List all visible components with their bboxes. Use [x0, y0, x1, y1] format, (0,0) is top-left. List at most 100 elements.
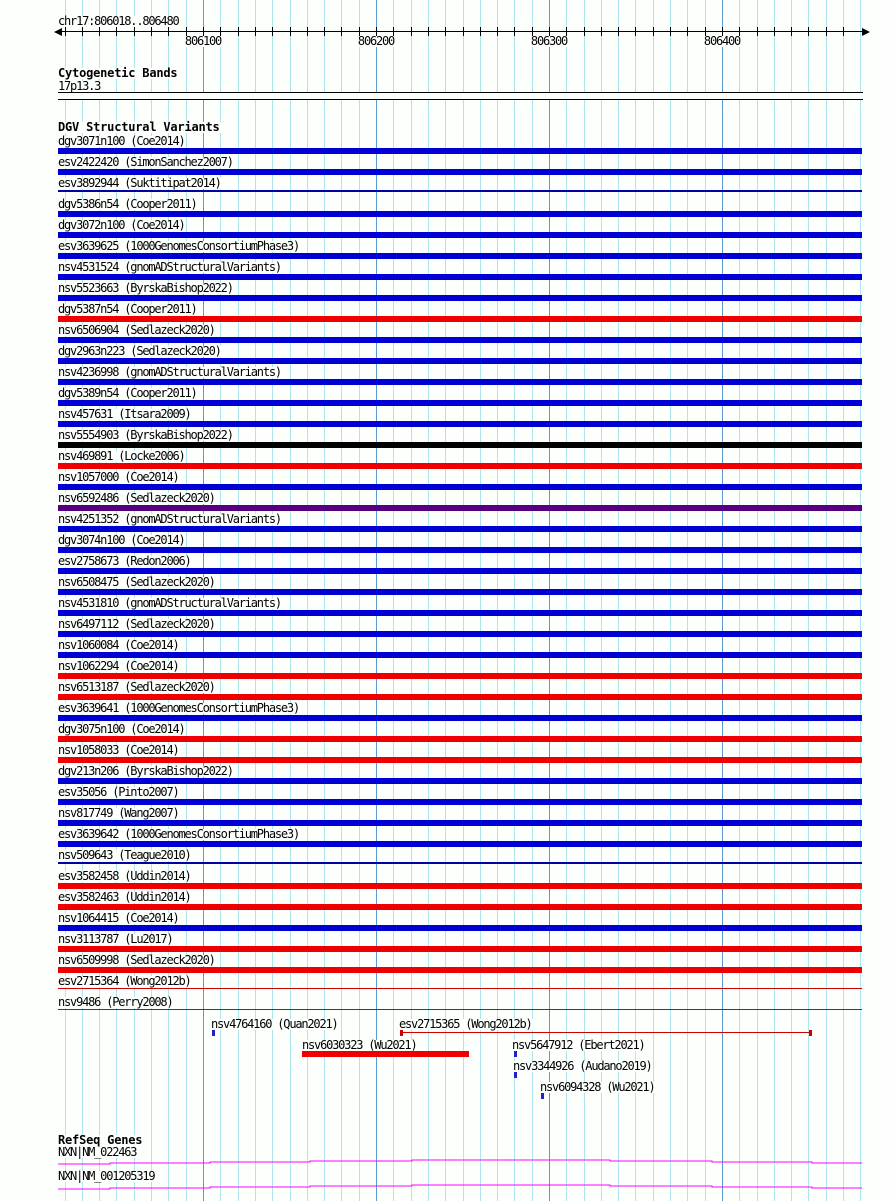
variant-label[interactable]: dgv3072n100 (Coe2014)	[57, 218, 186, 232]
variant-label[interactable]: nsv6497112 (Sedlazeck2020)	[57, 617, 216, 631]
variant-label[interactable]: dgv3071n100 (Coe2014)	[57, 134, 186, 148]
variant-bar[interactable]	[58, 925, 862, 931]
variant-bar[interactable]	[58, 526, 862, 532]
variant-bar[interactable]	[58, 505, 862, 511]
variant-bar[interactable]	[58, 211, 862, 217]
variant-label[interactable]: nsv5554903 (ByrskaBishop2022)	[57, 428, 234, 442]
variant-label[interactable]: dgv5387n54 (Cooper2011)	[57, 302, 198, 316]
variant-bar[interactable]	[58, 1009, 862, 1010]
variant-bar[interactable]	[58, 589, 862, 595]
variant-bar[interactable]	[58, 484, 862, 490]
variant-bar[interactable]	[58, 421, 862, 427]
variant-range-line[interactable]	[400, 1032, 812, 1033]
variant-label[interactable]: nsv4251352 (gnomADStructuralVariants)	[57, 512, 282, 526]
variant-bar[interactable]	[58, 169, 862, 175]
variant-bar[interactable]	[58, 253, 862, 259]
variant-label[interactable]: dgv2963n223 (Sedlazeck2020)	[57, 344, 222, 358]
variant-bar[interactable]	[58, 799, 862, 805]
variant-bar[interactable]	[58, 568, 862, 574]
variant-label[interactable]: esv3582458 (Uddin2014)	[57, 869, 192, 883]
variant-bar[interactable]	[58, 715, 862, 721]
variant-bar[interactable]	[58, 757, 862, 763]
variant-label[interactable]: nsv4764160 (Quan2021)	[210, 1017, 339, 1031]
variant-label[interactable]: nsv4531810 (gnomADStructuralVariants)	[57, 596, 282, 610]
gene-label[interactable]: NXN|NM_022463	[57, 1145, 138, 1159]
variant-tick[interactable]	[514, 1051, 517, 1057]
variant-label[interactable]: dgv213n206 (ByrskaBishop2022)	[57, 764, 234, 778]
variant-bar[interactable]	[58, 337, 862, 343]
variant-label[interactable]: nsv3113787 (Lu2017)	[57, 932, 174, 946]
variant-bar[interactable]	[58, 841, 862, 847]
variant-label[interactable]: nsv3344926 (Audano2019)	[512, 1059, 653, 1073]
variant-bar[interactable]	[58, 232, 862, 238]
variant-label[interactable]: dgv5389n54 (Cooper2011)	[57, 386, 198, 400]
variant-bar[interactable]	[58, 673, 862, 679]
variant-bar[interactable]	[302, 1051, 469, 1057]
variant-bar[interactable]	[58, 400, 862, 406]
variant-label[interactable]: nsv817749 (Wang2007)	[57, 806, 180, 820]
variant-tick[interactable]	[212, 1030, 215, 1036]
variant-bar[interactable]	[58, 967, 862, 973]
variant-label[interactable]: dgv5386n54 (Cooper2011)	[57, 197, 198, 211]
variant-label[interactable]: nsv6592486 (Sedlazeck2020)	[57, 491, 216, 505]
variant-label[interactable]: esv3892944 (Suktitipat2014)	[57, 176, 222, 190]
variant-bar[interactable]	[58, 274, 862, 280]
variant-bar[interactable]	[58, 736, 862, 742]
variant-label[interactable]: nsv1062294 (Coe2014)	[57, 659, 180, 673]
variant-label[interactable]: nsv6508475 (Sedlazeck2020)	[57, 575, 216, 589]
variant-label[interactable]: nsv4531524 (gnomADStructuralVariants)	[57, 260, 282, 274]
variant-label[interactable]: dgv3074n100 (Coe2014)	[57, 533, 186, 547]
variant-bar[interactable]	[58, 295, 862, 301]
variant-bar[interactable]	[58, 547, 862, 553]
variant-label[interactable]: esv2422420 (SimonSanchez2007)	[57, 155, 234, 169]
variant-bar[interactable]	[58, 862, 862, 864]
variant-label[interactable]: nsv9486 (Perry2008)	[57, 995, 174, 1009]
variant-bar[interactable]	[58, 316, 862, 322]
variant-label[interactable]: nsv6506904 (Sedlazeck2020)	[57, 323, 216, 337]
variant-label[interactable]: nsv6030323 (Wu2021)	[301, 1038, 418, 1052]
variant-bar[interactable]	[58, 463, 862, 469]
variant-bar[interactable]	[58, 820, 862, 826]
variant-label[interactable]: nsv1060084 (Coe2014)	[57, 638, 180, 652]
variant-label[interactable]: esv2715365 (Wong2012b)	[398, 1017, 533, 1031]
variant-bar[interactable]	[58, 694, 862, 700]
variant-label[interactable]: nsv469891 (Locke2006)	[57, 449, 186, 463]
variant-bar[interactable]	[58, 946, 862, 952]
variant-tick[interactable]	[514, 1072, 517, 1078]
variant-bar[interactable]	[58, 148, 862, 154]
variant-label[interactable]: nsv457631 (Itsara2009)	[57, 407, 192, 421]
variant-label[interactable]: nsv6509998 (Sedlazeck2020)	[57, 953, 216, 967]
variant-bar[interactable]	[58, 610, 862, 616]
variant-bar[interactable]	[58, 904, 862, 910]
variant-bar[interactable]	[58, 883, 862, 889]
variant-label[interactable]: nsv1058033 (Coe2014)	[57, 743, 180, 757]
variant-bar[interactable]	[58, 988, 862, 989]
variant-label[interactable]: nsv1064415 (Coe2014)	[57, 911, 180, 925]
variant-label[interactable]: esv35056 (Pinto2007)	[57, 785, 180, 799]
cytoband-label[interactable]: 17p13.3	[57, 79, 101, 93]
variant-label[interactable]: esv3582463 (Uddin2014)	[57, 890, 192, 904]
cytoband-bar[interactable]	[58, 92, 863, 100]
variant-label[interactable]: nsv509643 (Teague2010)	[57, 848, 192, 862]
variant-label[interactable]: nsv6094328 (Wu2021)	[539, 1080, 656, 1094]
variant-label[interactable]: nsv5523663 (ByrskaBishop2022)	[57, 281, 234, 295]
variant-range-end[interactable]	[400, 1030, 403, 1036]
variant-bar[interactable]	[58, 190, 862, 192]
variant-label[interactable]: esv3639625 (1000GenomesConsortiumPhase3)	[57, 239, 300, 253]
variant-bar[interactable]	[58, 358, 862, 364]
gene-label[interactable]: NXN|NM_001205319	[57, 1169, 156, 1183]
variant-bar[interactable]	[58, 652, 862, 658]
variant-label[interactable]: nsv4236998 (gnomADStructuralVariants)	[57, 365, 282, 379]
variant-range-end[interactable]	[809, 1030, 812, 1036]
variant-bar[interactable]	[58, 778, 862, 784]
variant-label[interactable]: esv3639642 (1000GenomesConsortiumPhase3)	[57, 827, 300, 841]
variant-bar[interactable]	[58, 379, 862, 385]
variant-label[interactable]: esv2758673 (Redon2006)	[57, 554, 192, 568]
variant-label[interactable]: nsv5647912 (Ebert2021)	[511, 1038, 646, 1052]
variant-label[interactable]: nsv1057000 (Coe2014)	[57, 470, 180, 484]
variant-bar[interactable]	[58, 442, 862, 448]
variant-tick[interactable]	[541, 1093, 544, 1099]
variant-label[interactable]: dgv3075n100 (Coe2014)	[57, 722, 186, 736]
variant-label[interactable]: nsv6513187 (Sedlazeck2020)	[57, 680, 216, 694]
variant-label[interactable]: esv2715364 (Wong2012b)	[57, 974, 192, 988]
